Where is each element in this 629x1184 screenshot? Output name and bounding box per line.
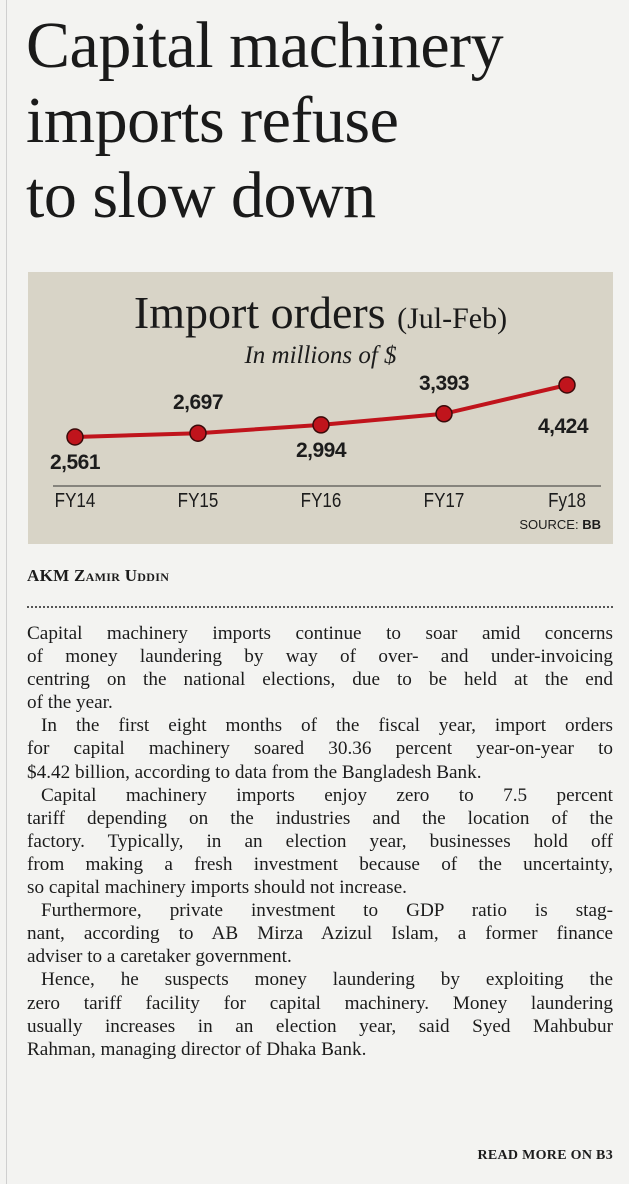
headline-line: to slow down bbox=[26, 159, 376, 232]
paragraph: Furthermore, private investment to GDP r… bbox=[27, 899, 613, 968]
text-line: zero tariff facility for capital machine… bbox=[27, 992, 613, 1014]
text-line: $4.42 billion, according to data from th… bbox=[27, 761, 482, 783]
x-tick-label: Fy18 bbox=[548, 490, 586, 512]
chart-plot bbox=[53, 376, 601, 487]
data-label: 2,697 bbox=[172, 391, 224, 415]
data-label: 2,994 bbox=[295, 438, 347, 462]
text-line: centring on the national elections, due … bbox=[27, 669, 613, 691]
source-value: BB bbox=[582, 517, 601, 532]
text-line: of money laundering by way of over- and … bbox=[27, 646, 613, 668]
dotted-divider bbox=[27, 606, 613, 608]
data-point bbox=[66, 428, 84, 446]
text-line: Furthermore, private investment to GDP r… bbox=[41, 900, 613, 922]
data-point bbox=[435, 405, 453, 423]
x-tick-label: FY15 bbox=[177, 490, 219, 512]
paragraph: Hence, he suspects money laundering by e… bbox=[27, 968, 613, 1060]
x-tick-label: FY17 bbox=[423, 490, 465, 512]
text-line: factory. Typically, in an election year,… bbox=[27, 830, 613, 852]
data-label: 3,393 bbox=[418, 371, 470, 395]
text-line: adviser to a caretaker government. bbox=[27, 946, 292, 968]
data-label: 2,561 bbox=[49, 451, 101, 474]
import-orders-chart: Import orders (Jul-Feb) In millions of $… bbox=[28, 272, 613, 544]
paragraph: In the first eight months of the fiscal … bbox=[27, 714, 613, 783]
text-line: In the first eight months of the fiscal … bbox=[41, 715, 613, 737]
headline-line: Capital machinery bbox=[26, 9, 504, 82]
text-line: Hence, he suspects money laundering by e… bbox=[41, 969, 613, 991]
column-rule bbox=[6, 0, 7, 1184]
text-line: for capital machinery soared 30.36 perce… bbox=[27, 738, 613, 760]
paragraph: Capital machinery imports continue to so… bbox=[27, 622, 613, 714]
text-line: tariff depending on the industries and t… bbox=[27, 807, 613, 829]
headline: Capital machinery imports refuse to slow… bbox=[26, 8, 626, 233]
chart-title-text: Import orders bbox=[133, 287, 386, 338]
text-line: so capital machinery imports should not … bbox=[27, 877, 407, 899]
data-point bbox=[558, 376, 576, 394]
data-label: 4,424 bbox=[537, 415, 589, 438]
chart-subtitle: In millions of $ bbox=[244, 342, 397, 369]
text-line: usually increases in an election year, s… bbox=[27, 1015, 613, 1037]
x-tick-label: FY16 bbox=[300, 490, 342, 512]
text-line: nant, according to AB Mirza Azizul Islam… bbox=[27, 923, 613, 945]
source-label: SOURCE: bbox=[519, 517, 579, 532]
chart-title-period: (Jul-Feb) bbox=[397, 302, 508, 335]
text-line: Capital machinery imports enjoy zero to … bbox=[41, 784, 613, 806]
headline-line: imports refuse bbox=[26, 84, 399, 157]
byline: AKM Zamir Uddin bbox=[27, 566, 170, 585]
article-body: Capital machinery imports continue to so… bbox=[27, 622, 613, 1061]
text-line: of the year. bbox=[27, 692, 113, 714]
text-line: Capital machinery imports continue to so… bbox=[27, 623, 613, 644]
chart-title: Import orders (Jul-Feb) bbox=[28, 286, 613, 339]
x-tick-label: FY14 bbox=[54, 490, 96, 512]
paragraph: Capital machinery imports enjoy zero to … bbox=[27, 784, 613, 899]
read-more-link[interactable]: READ MORE ON B3 bbox=[477, 1148, 613, 1163]
data-point bbox=[312, 416, 330, 434]
data-point bbox=[189, 424, 207, 442]
chart-source: SOURCE: BB bbox=[519, 517, 601, 532]
text-line: from making a fresh investment because o… bbox=[27, 853, 613, 875]
text-line: Rahman, managing director of Dhaka Bank. bbox=[27, 1038, 367, 1060]
